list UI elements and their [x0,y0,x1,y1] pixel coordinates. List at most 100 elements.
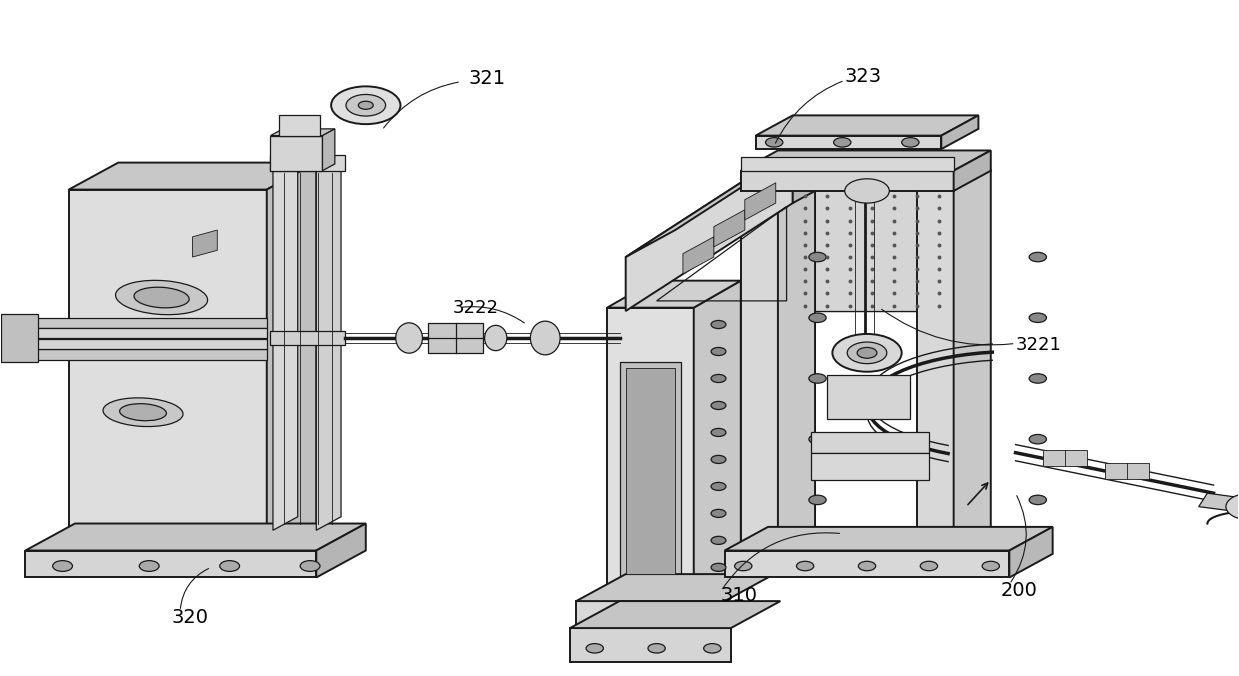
Circle shape [711,509,726,517]
Circle shape [809,496,826,504]
Polygon shape [741,158,954,171]
Ellipse shape [120,404,166,420]
Polygon shape [26,523,366,550]
Polygon shape [626,122,843,257]
Circle shape [902,138,919,147]
Polygon shape [607,281,741,308]
Circle shape [859,561,876,571]
Polygon shape [270,136,322,171]
Polygon shape [1198,493,1239,513]
Text: 320: 320 [171,608,208,627]
Circle shape [711,347,726,356]
Circle shape [711,483,726,491]
Polygon shape [954,151,991,191]
Polygon shape [68,163,316,189]
Circle shape [711,563,726,571]
Polygon shape [683,237,714,274]
Text: 3221: 3221 [1016,336,1062,354]
Polygon shape [26,328,266,338]
Circle shape [1030,313,1047,322]
Circle shape [648,644,665,653]
Polygon shape [917,170,991,189]
Polygon shape [793,203,966,311]
Polygon shape [270,331,344,345]
Circle shape [809,374,826,383]
Polygon shape [192,230,217,257]
Polygon shape [270,129,335,136]
Polygon shape [26,550,316,577]
Circle shape [1030,374,1047,383]
Ellipse shape [134,287,190,308]
Circle shape [845,178,890,203]
Ellipse shape [484,325,507,351]
Circle shape [711,456,726,464]
Circle shape [834,138,851,147]
Circle shape [711,402,726,410]
Polygon shape [68,189,266,557]
Polygon shape [322,129,335,171]
Circle shape [346,95,385,116]
Polygon shape [68,530,316,557]
Circle shape [358,101,373,110]
Polygon shape [316,156,341,530]
Polygon shape [828,375,911,419]
Circle shape [1030,252,1047,262]
Polygon shape [316,523,366,577]
Polygon shape [812,453,929,480]
Polygon shape [756,116,979,136]
Polygon shape [570,628,731,662]
Polygon shape [279,116,320,136]
Ellipse shape [103,398,183,427]
Polygon shape [917,189,954,557]
Ellipse shape [115,281,208,315]
Polygon shape [942,116,979,149]
Polygon shape [1,314,38,362]
Text: 321: 321 [468,69,506,88]
Circle shape [711,429,726,437]
Polygon shape [576,601,725,635]
Polygon shape [620,362,681,581]
Polygon shape [725,550,1010,577]
Circle shape [1030,496,1047,504]
Circle shape [1030,435,1047,444]
Circle shape [219,560,239,571]
Circle shape [833,334,902,372]
Circle shape [797,561,814,571]
Polygon shape [793,189,966,311]
Circle shape [735,561,752,571]
Polygon shape [1043,450,1088,466]
Polygon shape [607,308,694,608]
Polygon shape [273,156,297,530]
Circle shape [809,435,826,444]
Polygon shape [694,281,741,608]
Polygon shape [26,349,266,360]
Ellipse shape [395,323,422,353]
Polygon shape [954,170,991,557]
Circle shape [857,347,877,358]
Polygon shape [1105,463,1150,479]
Circle shape [809,252,826,262]
Circle shape [809,313,826,322]
Polygon shape [626,368,675,574]
Circle shape [711,536,726,544]
Circle shape [983,561,1000,571]
Polygon shape [266,163,316,557]
Text: 323: 323 [845,67,882,86]
Circle shape [1225,493,1239,520]
Polygon shape [1010,527,1053,577]
Ellipse shape [444,328,461,348]
Circle shape [586,644,603,653]
Circle shape [921,561,938,571]
Circle shape [300,560,320,571]
Polygon shape [26,318,266,328]
Polygon shape [741,151,991,171]
Circle shape [711,320,726,329]
Polygon shape [714,210,745,247]
Text: 310: 310 [721,586,758,605]
Ellipse shape [530,321,560,355]
Polygon shape [778,170,815,557]
Polygon shape [570,601,781,628]
Polygon shape [793,122,843,203]
Polygon shape [756,136,942,149]
Polygon shape [626,149,793,311]
